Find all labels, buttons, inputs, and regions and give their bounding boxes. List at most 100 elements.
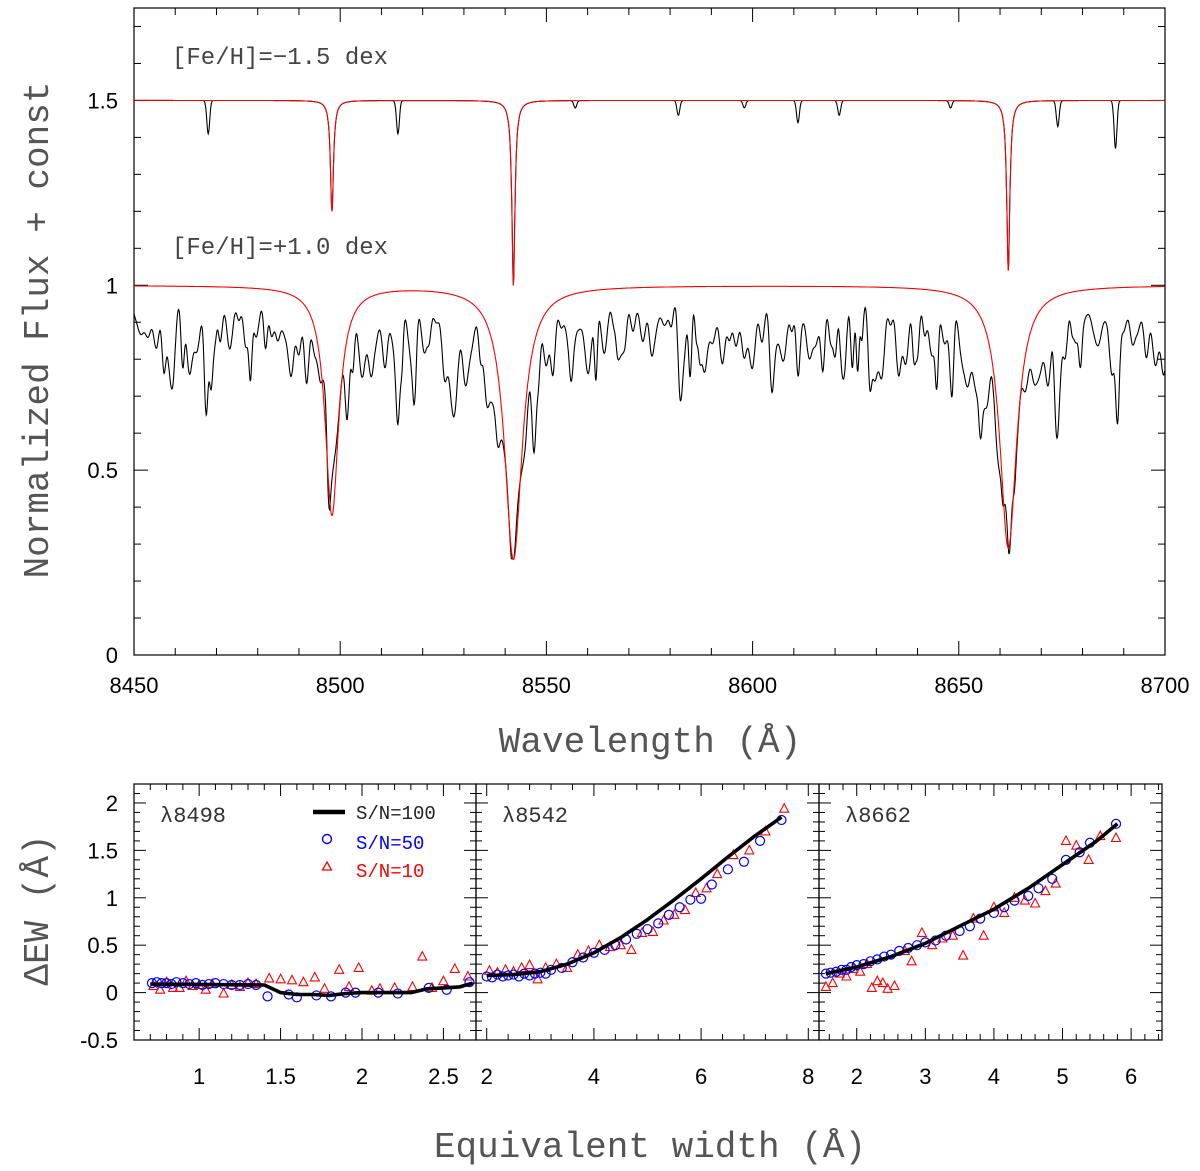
sn10-point xyxy=(319,982,330,993)
spectrum-y-axis-title: Normalized Flux + const xyxy=(18,82,59,579)
sn10-point xyxy=(701,882,712,893)
sn10-point xyxy=(333,963,345,974)
sn10-point xyxy=(286,974,298,985)
spectrum-x-tick-label: 8500 xyxy=(316,673,365,698)
metal-rich-model-spectrum xyxy=(134,285,1165,561)
panel-label: λ8498 xyxy=(160,804,226,829)
spectrum-y-tick-label: 1 xyxy=(106,273,118,298)
sn50-point xyxy=(171,977,182,988)
legend-sn50-marker xyxy=(321,833,333,845)
sn10-point xyxy=(916,926,928,937)
legend-sn10-label: S/N=10 xyxy=(356,861,424,883)
spectrum-x-tick-label: 8600 xyxy=(728,673,777,698)
spectrum-ticks xyxy=(133,8,1166,656)
sn10-point xyxy=(154,983,166,994)
sn10-point xyxy=(615,939,627,950)
sn50-point xyxy=(722,864,733,875)
sn10-point xyxy=(343,980,355,991)
delta-ew-panel-1: 2 4 6 8 λ8542 xyxy=(475,783,820,1089)
sn10-point xyxy=(353,961,365,972)
sn10-point xyxy=(1083,853,1095,864)
sn10-point xyxy=(882,982,894,993)
sn10-point xyxy=(854,965,866,976)
sn100-line xyxy=(486,815,783,978)
panel-x-tick-label: 6 xyxy=(695,1064,707,1089)
sn50-point xyxy=(486,972,498,983)
sn10-point xyxy=(636,926,648,937)
sn10-point xyxy=(743,844,755,855)
panel-x-tick-label: 5 xyxy=(1056,1064,1068,1089)
sn10-point xyxy=(561,961,573,972)
sn50-point xyxy=(1110,818,1122,829)
sn50-point xyxy=(685,894,696,905)
sn10-point xyxy=(449,962,461,973)
delta-ew-y-tick-label: 1 xyxy=(106,886,118,911)
sn100-line xyxy=(150,981,474,998)
panel-label: λ8542 xyxy=(502,804,568,829)
sn10-point xyxy=(263,972,275,983)
metal-rich-annotation: [Fe/H]=+1.0 dex xyxy=(172,235,388,262)
sn10-point xyxy=(625,943,637,954)
sn10-point xyxy=(840,970,852,981)
delta-ew-panel-2: 2 3 4 5 6 λ8662 xyxy=(818,783,1163,1089)
sn10-point xyxy=(524,958,536,970)
sn10-point xyxy=(668,908,680,919)
sn50-point xyxy=(262,991,273,1002)
sn10-point xyxy=(906,955,918,966)
sn100-line xyxy=(825,822,1119,976)
sn10-point xyxy=(1110,831,1122,843)
sn10-point xyxy=(871,975,883,986)
delta-ew-y-tick-labels: -0.5 0 0.5 1 1.5 2 xyxy=(80,791,118,1053)
spectrum-x-tick-label: 8450 xyxy=(110,673,159,698)
spectrum-x-axis-title: Wavelength (Å) xyxy=(499,722,801,763)
sn10-point xyxy=(297,976,309,987)
sn50-point xyxy=(1047,873,1058,884)
panel-x-tick-label: 4 xyxy=(588,1064,600,1089)
sn50-point xyxy=(524,970,535,981)
panel-x-tick-label: 3 xyxy=(919,1064,931,1089)
sn10-point xyxy=(647,925,659,936)
spectrum-x-tick-label: 8700 xyxy=(1141,673,1190,698)
panel-x-tick-label: 8 xyxy=(802,1064,814,1089)
sn50-point xyxy=(653,918,664,929)
sn10-point xyxy=(778,802,790,813)
delta-ew-y-tick-label: 1.5 xyxy=(87,838,118,863)
sn50-point xyxy=(464,977,475,988)
panel-x-tick-label: 2 xyxy=(851,1064,863,1089)
sn10-point xyxy=(877,976,889,988)
sn50-point xyxy=(695,893,707,904)
legend-sn100-label: S/N=100 xyxy=(356,803,436,825)
legend-sn50-label: S/N=50 xyxy=(356,833,424,855)
spectrum-panel: 8450 8500 8550 8600 8650 8700 0 0.5 1 1.5 [Fe/H]… xyxy=(18,7,1190,763)
sn10-point xyxy=(462,970,474,981)
panel-label: λ8662 xyxy=(845,804,911,829)
sn10-point xyxy=(309,971,321,982)
sn50-point xyxy=(151,977,162,988)
metal-poor-model-spectrum xyxy=(134,99,1165,286)
sn10-point xyxy=(416,950,428,961)
sn10-point xyxy=(866,981,878,992)
sn10-point xyxy=(690,886,702,898)
legend: S/N=100 S/N=50 S/N=10 xyxy=(313,803,436,883)
panel-x-tick-label: 6 xyxy=(1125,1064,1137,1089)
sn50-point xyxy=(642,923,653,935)
delta-ew-y-axis-title: ΔEW (Å) xyxy=(18,834,59,985)
delta-ew-y-tick-label: 0.5 xyxy=(87,933,118,958)
panel-x-tick-label: 2 xyxy=(481,1064,493,1089)
sn50-point xyxy=(738,856,750,867)
spectrum-x-tick-label: 8650 xyxy=(934,673,983,698)
sn10-point xyxy=(516,961,528,972)
sn50-point xyxy=(1074,847,1085,858)
spectrum-y-tick-label: 0 xyxy=(106,643,118,668)
spectrum-y-tick-labels: 0 0.5 1 1.5 xyxy=(87,88,118,668)
sn10-point xyxy=(711,867,723,879)
delta-ew-x-axis-title: Equivalent width (Å) xyxy=(434,1127,866,1168)
panel-x-tick-label: 1 xyxy=(193,1064,205,1089)
sn10-point xyxy=(218,987,230,998)
panel-x-tick-label: 1.5 xyxy=(265,1064,296,1089)
sn50-point xyxy=(674,902,685,913)
sn50-point xyxy=(631,928,642,939)
sn10-point xyxy=(998,906,1010,917)
panel-x-tick-label: 4 xyxy=(988,1064,1000,1089)
